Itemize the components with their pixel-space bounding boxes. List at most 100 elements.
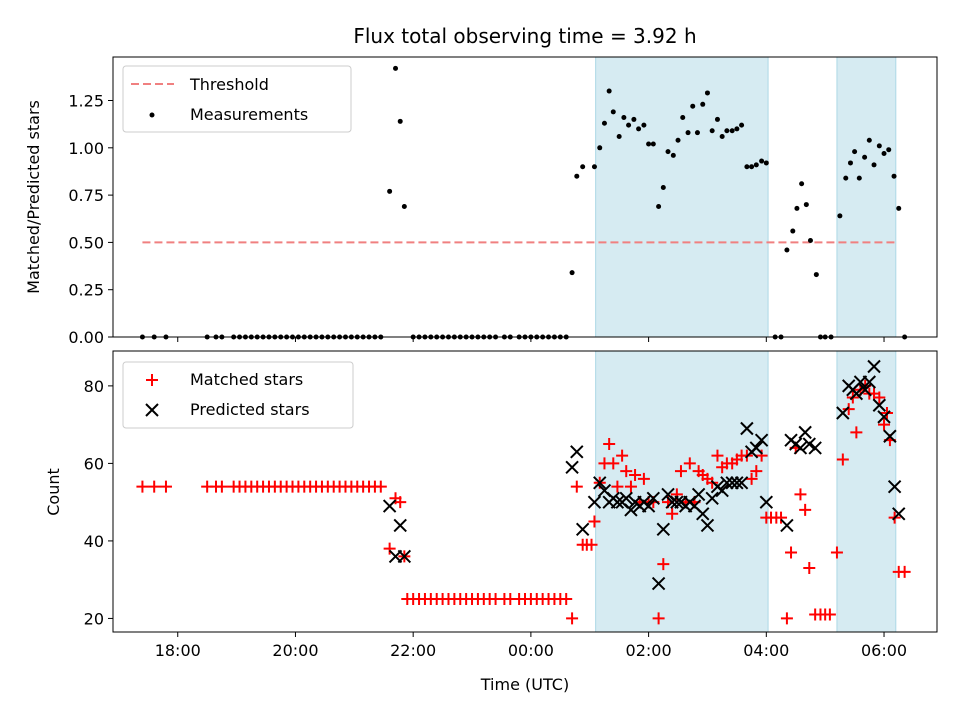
matched-star-point xyxy=(850,426,863,439)
legend-measurements-label: Measurements xyxy=(190,105,308,124)
x-tick-label: 02:00 xyxy=(626,641,672,660)
measurement-point xyxy=(646,141,652,147)
matched-star-point xyxy=(585,538,598,551)
predicted-star-point xyxy=(565,460,579,474)
y-tick-label: 1.00 xyxy=(68,139,104,158)
predicted-star-point xyxy=(641,499,656,513)
x-tick-label: 20:00 xyxy=(272,641,318,660)
measurement-point xyxy=(675,137,681,143)
matched-star-point xyxy=(616,449,629,462)
predicted-star-point xyxy=(754,433,769,447)
measurement-point xyxy=(597,145,603,151)
matched-star-point xyxy=(794,488,807,501)
predicted-star-point xyxy=(867,359,881,374)
predicted-star-point xyxy=(862,375,877,389)
measurement-point xyxy=(616,133,622,139)
bottom-y-axis-label: Count xyxy=(44,468,63,516)
measurement-point xyxy=(680,115,686,121)
matched-star-point xyxy=(566,612,579,625)
top-y-axis-label: Matched/Predicted stars xyxy=(24,100,43,294)
top-x-ticks xyxy=(177,337,885,342)
predicted-star-point xyxy=(575,522,590,536)
predicted-star-point xyxy=(397,549,412,564)
predicted-star-point xyxy=(759,495,774,509)
predicted-star-point xyxy=(651,576,666,591)
matched-star-point xyxy=(620,465,633,478)
predicted-star-point xyxy=(382,499,397,513)
measurement-point xyxy=(685,130,691,136)
bottom-axes-frame xyxy=(112,350,938,633)
measurement-point xyxy=(601,120,607,126)
measurement-point xyxy=(591,164,597,170)
measurement-point xyxy=(690,103,696,109)
matched-star-point xyxy=(215,480,228,493)
matched-star-point xyxy=(674,465,687,478)
matched-star-point xyxy=(830,546,843,559)
matched-star-point xyxy=(706,476,719,489)
matched-star-point xyxy=(607,457,620,470)
measurement-point xyxy=(847,160,853,166)
predicted-star-point xyxy=(836,406,850,420)
measurement-point xyxy=(744,164,750,170)
legend-matched-label: Matched stars xyxy=(190,370,303,389)
measurement-point xyxy=(621,115,627,121)
measurement-point xyxy=(813,272,819,278)
predicted-star-point xyxy=(587,495,602,509)
predicted-star-point xyxy=(696,507,710,521)
top-legend: Threshold Measurements xyxy=(122,65,352,133)
matched-star-point xyxy=(383,542,396,555)
measurement-point xyxy=(610,109,616,115)
chart-title: Flux total observing time = 3.92 h xyxy=(353,24,696,48)
legend-threshold-label: Threshold xyxy=(189,75,269,94)
matched-star-point xyxy=(637,472,650,485)
legend-predicted-label: Predicted stars xyxy=(190,400,310,419)
x-tick-label: 04:00 xyxy=(743,641,789,660)
measurement-point xyxy=(784,247,790,253)
measurement-point xyxy=(719,133,725,139)
top-legend-box xyxy=(122,65,352,133)
measurement-point xyxy=(739,122,745,128)
top-axes-frame xyxy=(112,56,938,338)
predicted-star-point xyxy=(802,437,816,451)
predicted-star-point xyxy=(691,487,706,502)
x-tick-label: 00:00 xyxy=(508,641,554,660)
measurement-point xyxy=(665,149,671,155)
measurement-point xyxy=(866,137,872,143)
measurement-point xyxy=(650,141,656,147)
matched-star-point xyxy=(374,480,387,493)
y-tick-label: 80 xyxy=(84,377,104,396)
matched-star-point xyxy=(136,480,149,493)
matched-star-point xyxy=(775,511,788,524)
x-tick-label: 06:00 xyxy=(861,641,907,660)
predicted-star-point xyxy=(619,491,633,505)
predicted-star-point xyxy=(887,479,902,494)
bottom-legend-box xyxy=(122,361,354,429)
y-tick-label: 0.25 xyxy=(68,281,104,300)
predicted-star-point xyxy=(849,386,864,401)
predicted-star-point xyxy=(393,518,407,533)
matched-star-point xyxy=(898,565,911,578)
shaded-span xyxy=(595,350,769,633)
measurement-point xyxy=(856,175,862,181)
measurement-point xyxy=(734,126,740,132)
predicted-star-point xyxy=(720,476,734,490)
y-tick-label: 0.50 xyxy=(68,233,104,252)
predicted-star-point xyxy=(740,421,754,436)
predicted-star-point xyxy=(570,445,584,459)
measurement-point xyxy=(862,154,868,160)
measurement-point xyxy=(606,88,612,94)
measurement-point xyxy=(704,90,710,96)
bottom-y-ticks: 20 40 60 80 xyxy=(84,377,113,628)
shaded-span xyxy=(836,56,897,338)
predicted-star-point xyxy=(730,476,744,490)
measurement-point xyxy=(803,202,809,208)
measurement-point xyxy=(729,128,735,134)
y-tick-label: 0.75 xyxy=(68,186,104,205)
measurement-point xyxy=(636,126,642,132)
matched-star-point xyxy=(799,503,812,516)
bottom-x-ticks: 18:00 20:00 22:00 00:00 02:00 04:00 06:00 xyxy=(155,632,907,660)
measurement-point xyxy=(896,205,902,211)
predicted-star-point xyxy=(858,383,872,397)
measurement-point xyxy=(794,205,800,211)
